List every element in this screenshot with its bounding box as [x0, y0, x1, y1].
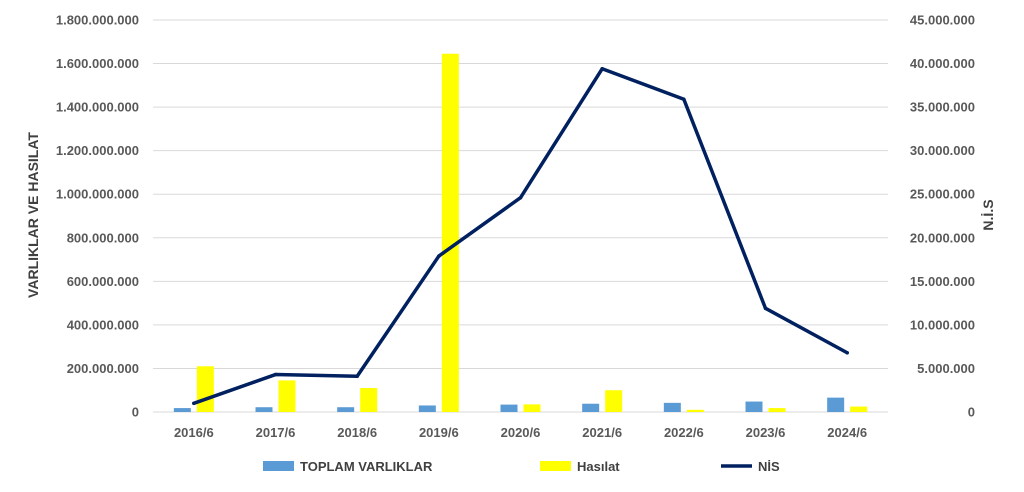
x-tick-label: 2024/6: [827, 425, 867, 440]
line-point: [273, 372, 278, 377]
left-axis-title: VARLIKLAR VE HASILAT: [25, 132, 41, 298]
y2-tick-label: 20.000.000: [910, 230, 975, 245]
x-tick-label: 2017/6: [256, 425, 296, 440]
y2-tick-label: 10.000.000: [910, 317, 975, 332]
y2-tick-label: 25.000.000: [910, 187, 975, 202]
bar-series: [173, 53, 868, 412]
bar-hasilat: [360, 388, 378, 412]
legend-swatch: [263, 461, 294, 471]
bar-toplam-varliklar: [500, 404, 518, 412]
bar-hasilat: [278, 380, 296, 412]
legend-swatch: [540, 461, 571, 471]
x-tick-label: 2021/6: [582, 425, 622, 440]
y-tick-label: 800.000.000: [67, 230, 139, 245]
bar-hasilat: [850, 406, 868, 412]
y-tick-label: 1.800.000.000: [56, 13, 139, 28]
line-point: [355, 374, 359, 379]
line-point: [600, 67, 604, 71]
x-tick-label: 2018/6: [337, 425, 377, 440]
y-tick-label: 400.000.000: [67, 317, 139, 332]
right-axis-ticks: 0 5.000.000 10.000.000 15.000.000 20.000.000…: [910, 13, 975, 420]
bar-toplam-varliklar: [173, 408, 191, 412]
line-series: [192, 67, 849, 406]
y2-tick-label: 40.000.000: [910, 56, 975, 71]
line-point: [192, 401, 196, 406]
right-axis-title: N.İ.S: [980, 199, 996, 230]
bar-toplam-varliklar: [582, 403, 600, 412]
x-axis-ticks: 2016/6 2017/6 2018/6 2019/6 2020/6 2021/6 2022…: [174, 425, 867, 440]
x-tick-label: 2022/6: [664, 425, 704, 440]
bar-toplam-varliklar: [255, 407, 273, 412]
gridlines: [153, 19, 888, 413]
left-axis-ticks: 0 200.000.000 400.000.000 600.000.000 800.00…: [56, 13, 139, 420]
bar-toplam-varliklar: [663, 402, 681, 412]
y-tick-label: 1.600.000.000: [56, 56, 139, 71]
line-point: [845, 351, 849, 355]
y-tick-label: 1.000.000.000: [56, 187, 139, 202]
line-point: [682, 97, 686, 102]
bar-hasilat: [441, 53, 459, 412]
x-tick-label: 2020/6: [501, 425, 541, 440]
legend-label: NİS: [758, 459, 780, 474]
bar-hasilat: [605, 390, 623, 412]
x-tick-label: 2023/6: [746, 425, 786, 440]
y2-tick-label: 5.000.000: [917, 361, 975, 376]
bar-hasilat: [196, 366, 214, 412]
bar-hasilat: [523, 404, 541, 412]
y-tick-label: 1.400.000.000: [56, 100, 139, 115]
legend-label: Hasılat: [577, 459, 620, 474]
x-tick-label: 2016/6: [174, 425, 214, 440]
line-point: [437, 254, 441, 258]
line-point: [518, 195, 523, 200]
bar-toplam-varliklar: [827, 397, 845, 412]
y-tick-label: 200.000.000: [67, 361, 139, 376]
bar-toplam-varliklar: [745, 401, 763, 412]
y2-tick-label: 0: [968, 405, 975, 420]
y-tick-label: 0: [132, 405, 139, 420]
y2-tick-label: 35.000.000: [910, 100, 975, 115]
bar-hasilat: [686, 409, 704, 412]
legend: TOPLAM VARLIKLAR Hasılat NİS: [263, 459, 780, 474]
y-tick-label: 1.200.000.000: [56, 143, 139, 158]
legend-label: TOPLAM VARLIKLAR: [300, 459, 433, 474]
line-point: [763, 306, 768, 311]
bar-hasilat: [768, 408, 786, 412]
bar-toplam-varliklar: [337, 407, 355, 412]
bar-toplam-varliklar: [418, 405, 436, 412]
y-tick-label: 600.000.000: [67, 274, 139, 289]
y2-tick-label: 15.000.000: [910, 274, 975, 289]
y2-tick-label: 30.000.000: [910, 143, 975, 158]
x-tick-label: 2019/6: [419, 425, 459, 440]
y2-tick-label: 45.000.000: [910, 13, 975, 28]
